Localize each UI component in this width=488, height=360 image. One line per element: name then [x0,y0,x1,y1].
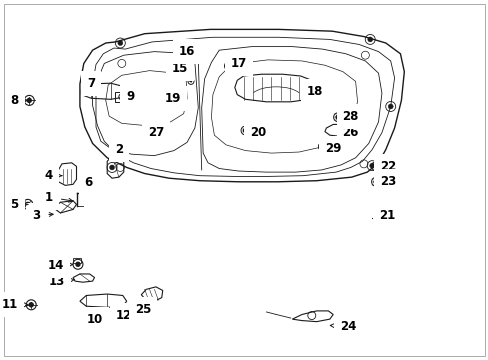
Text: 4: 4 [44,169,61,182]
Text: 20: 20 [249,126,266,139]
Text: 17: 17 [230,57,246,70]
Text: 15: 15 [172,62,188,75]
Text: 6: 6 [84,176,93,189]
Text: 8: 8 [11,94,28,107]
Text: 25: 25 [135,303,151,316]
Circle shape [118,41,122,45]
Text: 23: 23 [379,175,396,188]
Text: 9: 9 [125,90,134,103]
Text: 1: 1 [44,191,73,204]
Text: 7: 7 [87,77,95,90]
Circle shape [27,98,31,102]
Text: 5: 5 [11,198,28,211]
Text: 2: 2 [112,143,122,156]
Text: 26: 26 [342,126,358,139]
Text: 13: 13 [49,275,74,288]
Circle shape [26,202,30,206]
Text: 14: 14 [47,259,73,272]
Text: 10: 10 [86,313,102,327]
Circle shape [243,129,247,132]
Circle shape [335,115,339,119]
Circle shape [369,163,374,168]
Text: 3: 3 [32,209,53,222]
Circle shape [29,303,33,307]
Text: 21: 21 [372,209,394,222]
Text: 28: 28 [342,110,358,123]
Circle shape [109,165,114,170]
Circle shape [373,180,377,184]
Circle shape [373,165,377,168]
Text: 29: 29 [325,142,341,155]
Text: 24: 24 [329,320,355,333]
Text: 16: 16 [179,45,195,58]
Circle shape [170,102,174,106]
Text: 12: 12 [115,309,132,322]
Text: 19: 19 [164,92,180,105]
Circle shape [76,262,80,266]
Text: 18: 18 [305,85,323,98]
Circle shape [367,37,372,42]
Text: 27: 27 [147,126,163,139]
Text: 11: 11 [1,298,28,311]
Circle shape [226,64,230,68]
Circle shape [387,104,392,109]
Text: 22: 22 [379,160,396,173]
Circle shape [187,55,192,59]
